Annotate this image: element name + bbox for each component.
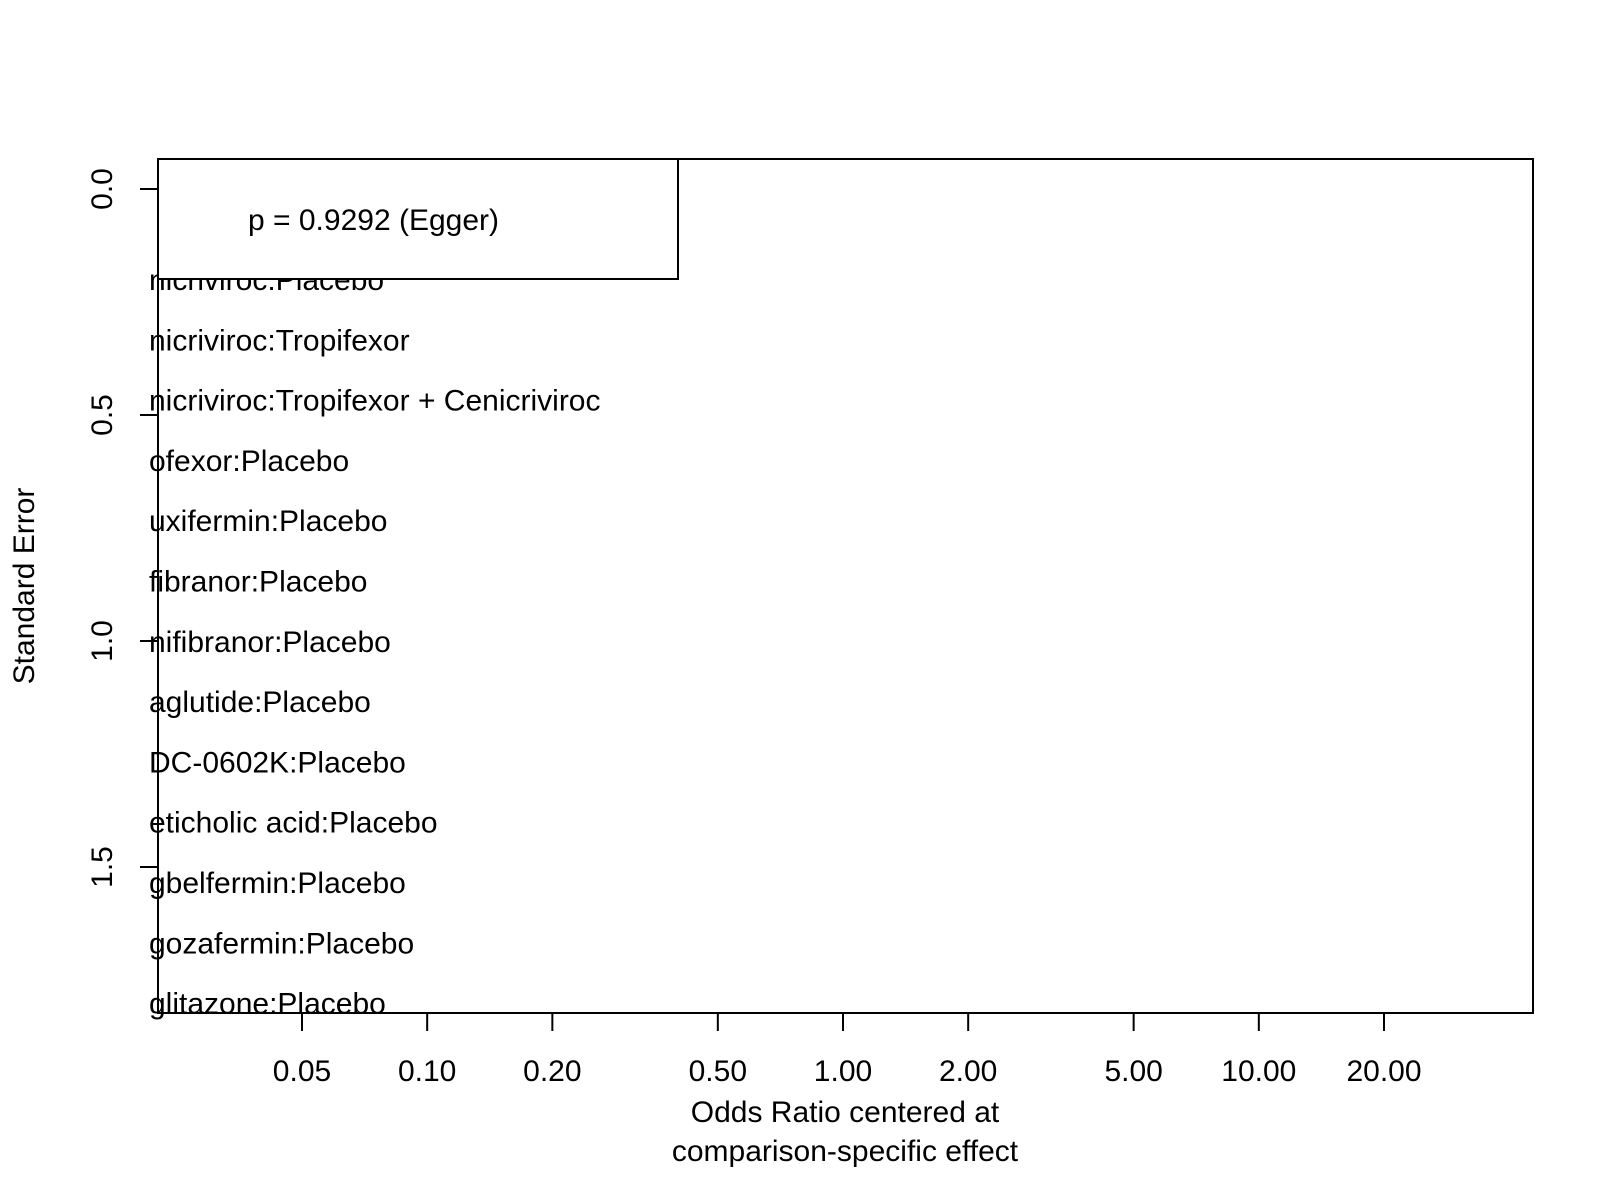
x-axis-title-line-2: comparison-specific effect (672, 1135, 1019, 1168)
x-tick-label: 5.00 (1104, 1055, 1162, 1088)
x-tick-label: 10.00 (1221, 1055, 1296, 1088)
y-tick-label: 0.5 (86, 394, 119, 436)
x-tick-label: 20.00 (1346, 1055, 1421, 1088)
legend-entry: nicriviroc:Tropifexor + Cenicriviroc (149, 385, 601, 418)
legend-entry: aglutide:Placebo (149, 686, 371, 719)
legend-entry: nifibranor:Placebo (149, 626, 391, 659)
x-tick-label: 0.50 (689, 1055, 747, 1088)
y-tick-label: 1.5 (86, 846, 119, 888)
legend: nicriviroc:Placebonicriviroc:Tropifexorn… (149, 264, 601, 1021)
legend-entry: eticholic acid:Placebo (149, 807, 438, 840)
egger-annotation: p = 0.9292 (Egger) (248, 204, 499, 237)
y-axis-title: Standard Error (8, 488, 41, 685)
legend-entry: DC-0602K:Placebo (149, 746, 406, 779)
legend-entry: nicriviroc:Tropifexor (149, 324, 410, 357)
y-tick-label: 1.0 (86, 620, 119, 662)
x-axis-title-line-1: Odds Ratio centered at (691, 1096, 1000, 1129)
legend-entry: uxifermin:Placebo (149, 505, 387, 538)
y-tick-label: 0.0 (86, 168, 119, 210)
x-tick-label: 0.10 (398, 1055, 456, 1088)
x-tick-label: 1.00 (814, 1055, 872, 1088)
x-tick-label: 2.00 (939, 1055, 997, 1088)
x-tick-label: 0.20 (523, 1055, 581, 1088)
legend-entry: ofexor:Placebo (149, 445, 349, 478)
plot-frame (157, 158, 1534, 1014)
legend-entry: fibranor:Placebo (149, 566, 367, 599)
legend-entry: glitazone:Placebo (149, 988, 386, 1021)
y-axis: 0.0 0.5 1.0 1.5 (86, 168, 158, 888)
x-tick-label: 0.05 (273, 1055, 331, 1088)
x-axis: 0.05 0.10 0.20 0.50 1.00 2.00 5.00 10.00 20.00 (273, 1013, 1422, 1088)
legend-entry: gbelfermin:Placebo (149, 867, 406, 900)
egger-annotation-box (157, 158, 679, 280)
legend-entry: gozafermin:Placebo (149, 927, 414, 960)
